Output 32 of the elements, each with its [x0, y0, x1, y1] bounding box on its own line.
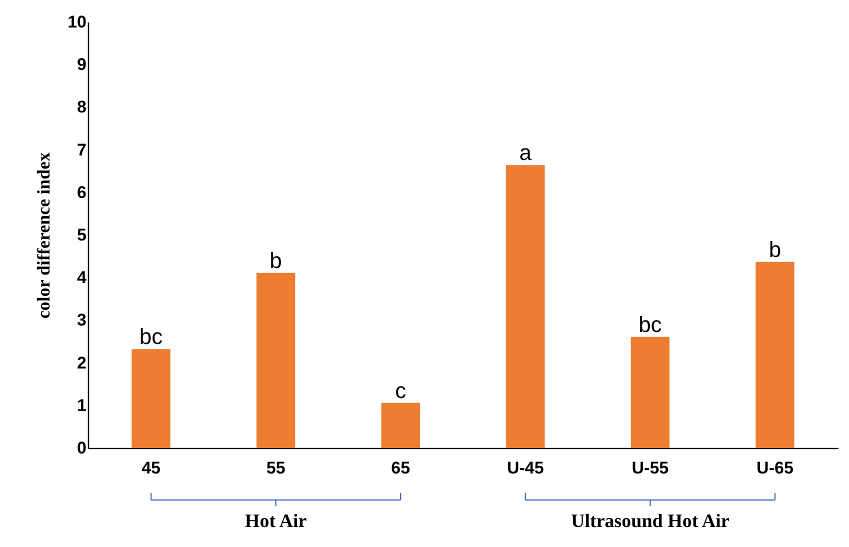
x-tick-label: 55 [266, 458, 286, 478]
bar [381, 402, 420, 448]
y-tick-label: 5 [77, 226, 86, 244]
bar [630, 336, 670, 448]
bar [506, 165, 545, 448]
annotation: c [395, 378, 406, 403]
x-tick-label: U-55 [632, 458, 669, 478]
bar [132, 349, 170, 448]
x-tick-label: U-45 [506, 458, 544, 478]
y-tick-label: 9 [77, 55, 86, 74]
y-tick-label: 6 [77, 182, 86, 202]
y-tick-label: 7 [77, 140, 86, 160]
annotation: bc [139, 324, 163, 350]
x-tick-label: 45 [142, 458, 160, 478]
bar [756, 262, 794, 448]
x-tick-label: 65 [391, 458, 410, 478]
y-tick-label: 3 [77, 310, 86, 330]
annotation: Hot Air [244, 511, 308, 532]
y-tick-label: 4 [77, 268, 88, 288]
y-tick-label: 1 [77, 396, 86, 415]
y-axis-title: color difference index [34, 152, 54, 319]
annotation: a [519, 140, 532, 166]
y-tick-label: 8 [77, 98, 86, 117]
x-tick-label: U-65 [756, 458, 794, 478]
annotation: bc [638, 312, 662, 337]
annotation: Ultrasound Hot Air [571, 511, 730, 532]
y-tick-label: 2 [77, 353, 86, 372]
y-tick-label: 10 [68, 12, 86, 32]
annotation: b [768, 236, 782, 262]
y-tick-label: 0 [77, 438, 86, 458]
annotation: b [270, 248, 282, 273]
bar [256, 272, 296, 448]
